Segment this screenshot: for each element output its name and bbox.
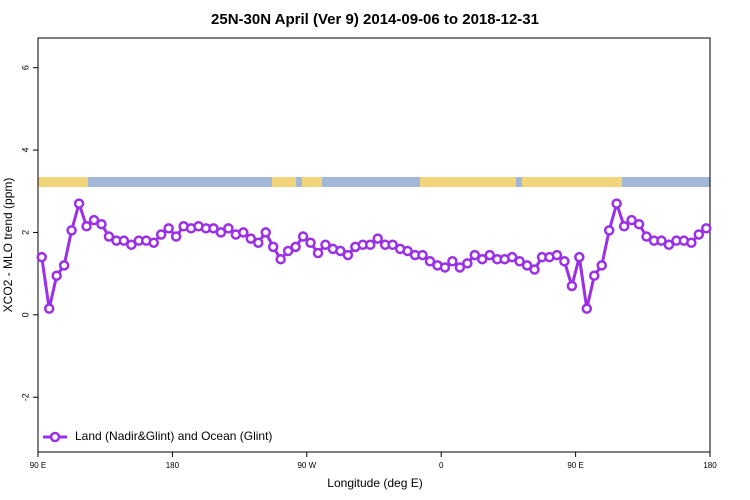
data-point <box>641 231 652 242</box>
y-axis-label: XCO2 - MLO trend (ppm) <box>1 178 15 313</box>
data-point <box>454 262 466 273</box>
data-point <box>506 251 518 263</box>
data-point <box>223 223 234 234</box>
data-point <box>484 249 495 261</box>
data-point <box>81 221 92 232</box>
data-point <box>88 214 100 226</box>
data-point <box>387 239 398 251</box>
data-point <box>574 251 585 263</box>
data-point <box>320 239 331 251</box>
data-point <box>596 260 607 271</box>
legend-marker <box>49 431 61 443</box>
data-point <box>163 223 174 234</box>
y-tick-label: -2 <box>20 393 30 401</box>
x-tick-label: 0 <box>439 461 444 470</box>
land-ocean-strip <box>38 177 710 187</box>
data-point <box>656 235 667 246</box>
data-point <box>305 237 316 248</box>
data-point <box>103 231 115 242</box>
data-point <box>693 229 705 240</box>
data-point <box>566 280 578 292</box>
data-point <box>529 264 540 275</box>
data-point <box>148 237 159 248</box>
data-point <box>51 270 62 281</box>
data-point <box>275 253 286 265</box>
data-point <box>73 198 85 209</box>
data-point <box>603 225 615 236</box>
data-point <box>170 231 182 242</box>
data-point <box>521 260 533 271</box>
data-point <box>447 256 458 267</box>
data-point <box>372 233 383 244</box>
x-tick-label: 90 W <box>297 461 316 470</box>
data-point <box>589 270 600 281</box>
x-tick-label: 90 E <box>30 461 46 470</box>
data-point <box>469 249 481 261</box>
data-point <box>402 245 413 257</box>
data-point <box>126 239 137 251</box>
data-point <box>611 198 622 209</box>
data-point <box>36 251 47 263</box>
data-point <box>559 256 570 267</box>
data-point <box>477 253 488 265</box>
data-point <box>208 223 219 234</box>
data-point <box>439 262 451 273</box>
data-point <box>581 303 593 314</box>
data-point <box>618 221 630 232</box>
data-point <box>424 256 436 267</box>
data-point <box>290 241 301 253</box>
data-point <box>686 237 697 248</box>
data-point <box>633 218 645 230</box>
y-tick-label: 6 <box>20 65 30 70</box>
data-point <box>58 260 70 271</box>
data-point <box>342 249 354 261</box>
x-tick-label: 180 <box>166 461 180 470</box>
data-point <box>215 227 227 238</box>
legend-label: Land (Nadir&Glint) and Ocean (Glint) <box>75 429 272 443</box>
data-point <box>417 249 428 261</box>
data-point <box>96 218 107 230</box>
data-point <box>43 303 55 314</box>
data-point <box>66 225 77 236</box>
data-point <box>312 247 324 259</box>
y-tick-label: 4 <box>20 148 30 153</box>
plot-frame <box>37 37 711 453</box>
data-point <box>253 237 264 248</box>
chart-title: 25N-30N April (Ver 9) 2014-09-06 to 2018… <box>211 11 539 28</box>
data-point <box>297 231 309 242</box>
data-point <box>462 258 473 269</box>
data-point <box>118 235 130 246</box>
data-point <box>267 241 279 253</box>
data-point <box>514 256 525 267</box>
data-point <box>238 227 249 238</box>
x-tick-label: 180 <box>703 461 717 470</box>
data-point <box>626 214 637 226</box>
x-axis-label: Longitude (deg E) <box>327 476 422 490</box>
data-point <box>365 239 376 251</box>
data-point <box>701 223 712 234</box>
data-point <box>245 233 257 244</box>
y-tick-label: 0 <box>20 312 30 317</box>
data-point <box>260 227 271 238</box>
data-point <box>155 229 167 240</box>
data-point <box>282 245 294 257</box>
data-point <box>551 249 563 261</box>
series-line <box>40 198 708 309</box>
x-tick-label: 90 E <box>567 461 583 470</box>
y-tick-label: 2 <box>20 230 30 235</box>
data-point <box>663 239 675 251</box>
data-point <box>335 245 346 257</box>
